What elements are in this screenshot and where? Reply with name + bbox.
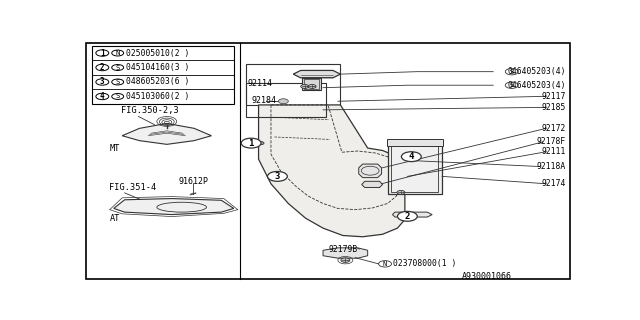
Polygon shape <box>114 198 234 215</box>
Text: 91612P: 91612P <box>178 177 208 186</box>
Text: A930001066: A930001066 <box>461 272 511 281</box>
Text: MT: MT <box>110 144 120 153</box>
Text: 92117: 92117 <box>541 92 566 101</box>
Circle shape <box>397 212 417 221</box>
Text: 92111: 92111 <box>541 147 566 156</box>
Bar <box>392 146 438 192</box>
Bar <box>246 64 340 105</box>
Circle shape <box>401 152 421 162</box>
Text: 3: 3 <box>100 77 104 86</box>
Text: 048605203(6 ): 048605203(6 ) <box>126 77 189 86</box>
Text: 92184: 92184 <box>251 97 276 106</box>
Text: 046405203(4): 046405203(4) <box>508 67 566 76</box>
Circle shape <box>341 258 350 262</box>
Text: 046405203(4): 046405203(4) <box>508 81 566 90</box>
Text: N: N <box>115 50 120 56</box>
Polygon shape <box>323 248 367 258</box>
Text: 92174: 92174 <box>541 179 566 188</box>
Text: 92185: 92185 <box>541 103 566 112</box>
Text: 4: 4 <box>409 152 414 161</box>
Circle shape <box>301 84 308 88</box>
Text: S: S <box>509 82 514 88</box>
Text: AT: AT <box>110 214 120 223</box>
Polygon shape <box>362 181 383 188</box>
Text: N: N <box>383 261 387 267</box>
Bar <box>388 144 442 194</box>
Text: 92178F: 92178F <box>537 137 566 146</box>
Circle shape <box>258 142 264 145</box>
Circle shape <box>241 138 261 148</box>
Circle shape <box>397 190 405 194</box>
Text: 045104160(3 ): 045104160(3 ) <box>126 63 189 72</box>
Text: 023708000(1 ): 023708000(1 ) <box>393 259 456 268</box>
Circle shape <box>268 172 287 181</box>
Circle shape <box>308 84 316 88</box>
Polygon shape <box>359 164 381 178</box>
Text: 2: 2 <box>404 212 410 221</box>
Text: 3: 3 <box>275 172 280 181</box>
Bar <box>304 79 319 89</box>
Bar <box>246 83 326 117</box>
Text: 045103060(2 ): 045103060(2 ) <box>126 92 189 101</box>
Circle shape <box>401 155 410 159</box>
Text: 92179B: 92179B <box>328 244 358 253</box>
Bar <box>387 140 443 146</box>
Text: S: S <box>509 69 514 75</box>
Text: 4: 4 <box>100 92 104 101</box>
Bar <box>302 78 321 90</box>
Text: FIG.350-2,3: FIG.350-2,3 <box>121 106 179 115</box>
Text: 1: 1 <box>100 49 104 58</box>
Bar <box>92 46 234 104</box>
Polygon shape <box>392 212 432 217</box>
Text: 92114: 92114 <box>247 79 272 89</box>
Text: S: S <box>115 93 120 100</box>
Polygon shape <box>259 105 405 237</box>
Text: 92172: 92172 <box>541 124 566 133</box>
Text: 025005010(2 ): 025005010(2 ) <box>126 49 189 58</box>
Text: S: S <box>115 65 120 70</box>
Text: 92118A: 92118A <box>537 162 566 171</box>
Text: S: S <box>115 79 120 85</box>
Text: FIG.351-4: FIG.351-4 <box>109 183 156 192</box>
Text: 1: 1 <box>248 139 254 148</box>
Polygon shape <box>293 70 340 78</box>
Circle shape <box>278 99 288 104</box>
Polygon shape <box>122 124 211 144</box>
Text: 2: 2 <box>100 63 104 72</box>
